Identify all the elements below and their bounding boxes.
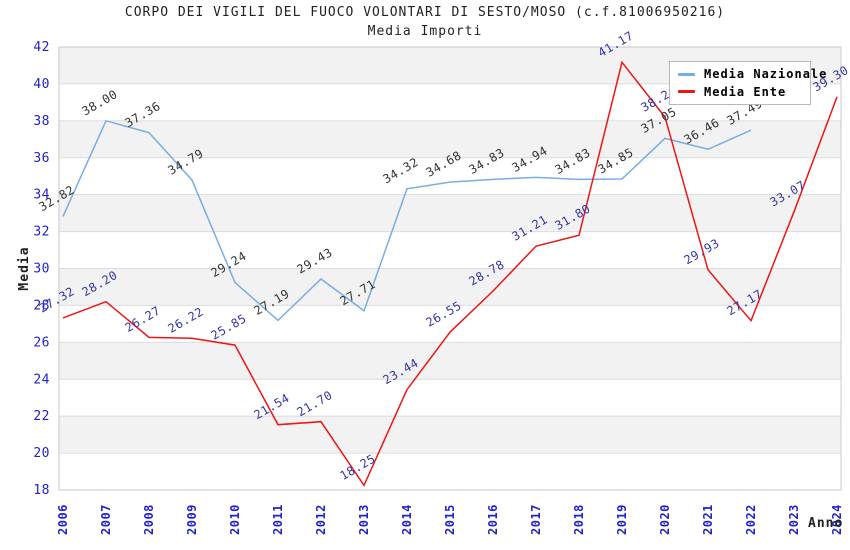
x-tick-label: 2018 xyxy=(572,504,586,535)
plot-band xyxy=(59,120,841,158)
y-tick-label: 30 xyxy=(33,262,50,277)
y-tick-label: 20 xyxy=(33,446,50,461)
x-tick-label: 2017 xyxy=(529,504,543,535)
y-tick-label: 40 xyxy=(33,77,50,92)
x-tick-label: 2016 xyxy=(486,504,500,535)
x-tick-label: 2014 xyxy=(400,504,414,535)
legend-item-media-nazionale: Media Nazionale xyxy=(678,67,826,81)
y-tick-label: 32 xyxy=(33,225,50,240)
y-tick-label: 24 xyxy=(33,372,50,387)
x-tick-label: 2008 xyxy=(142,504,156,535)
legend-label-ente: Media Ente xyxy=(704,84,787,99)
data-label: 26.22 xyxy=(166,304,206,335)
y-tick-label: 26 xyxy=(33,335,50,350)
legend-label-nazionale: Media Nazionale xyxy=(704,67,828,82)
chart-title: CORPO DEI VIGILI DEL FUOCO VOLONTARI DI … xyxy=(124,5,726,20)
plot-band xyxy=(59,268,841,306)
series-line-media-nazionale xyxy=(62,119,752,322)
x-axis-title: Anno xyxy=(808,516,843,531)
data-label: 25.85 xyxy=(209,311,249,342)
x-tick-label: 2023 xyxy=(787,504,801,535)
data-label: 21.70 xyxy=(295,388,335,419)
x-tick-label: 2022 xyxy=(744,504,758,535)
y-tick-label: 38 xyxy=(33,114,50,129)
x-tick-label: 2015 xyxy=(443,504,457,535)
x-tick-label: 2019 xyxy=(615,504,629,535)
y-tick-label: 18 xyxy=(33,483,50,498)
data-label: 26.27 xyxy=(123,304,163,335)
ente-line-swatch xyxy=(678,90,695,94)
x-tick-label: 2012 xyxy=(314,504,328,535)
x-tick-label: 2009 xyxy=(185,504,199,535)
nazionale-line-swatch xyxy=(678,72,695,76)
x-tick-label: 2011 xyxy=(271,504,285,535)
x-tick-label: 2007 xyxy=(99,504,113,535)
chart-subtitle: Media Importi xyxy=(367,24,483,39)
legend-item-media-ente: Media Ente xyxy=(678,85,802,99)
x-tick-label: 2013 xyxy=(357,504,371,535)
y-tick-label: 36 xyxy=(33,151,50,166)
plot-band xyxy=(59,342,841,380)
y-tick-label: 22 xyxy=(33,409,50,424)
data-label: 29.93 xyxy=(682,236,722,267)
plot-band xyxy=(59,194,841,232)
y-tick-label: 34 xyxy=(33,188,50,203)
x-tick-label: 2020 xyxy=(658,504,672,535)
plot-border xyxy=(58,46,842,491)
plot-band xyxy=(59,416,841,454)
data-label: 38.00 xyxy=(80,87,120,118)
x-tick-label: 2006 xyxy=(56,504,70,535)
y-tick-label: 42 xyxy=(33,40,50,55)
data-label: 34.32 xyxy=(381,155,421,186)
legend: Media Nazionale Media Ente xyxy=(669,61,826,105)
x-tick-label: 2024 xyxy=(830,504,844,535)
y-tick-label: 28 xyxy=(33,298,50,313)
y-axis-title: Media xyxy=(17,246,32,290)
x-tick-label: 2010 xyxy=(228,504,242,535)
x-tick-label: 2021 xyxy=(701,504,715,535)
series-line-media-ente xyxy=(62,60,838,487)
